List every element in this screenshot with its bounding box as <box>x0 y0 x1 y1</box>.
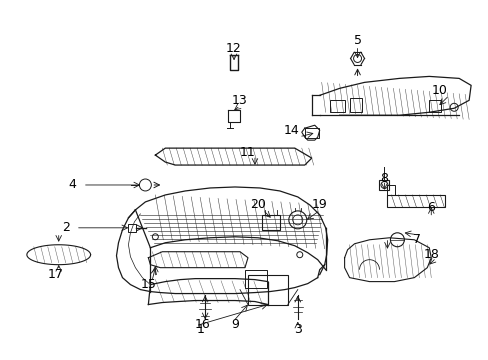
Bar <box>386 195 444 207</box>
Text: 7: 7 <box>412 233 421 246</box>
Text: 10: 10 <box>430 84 446 97</box>
Bar <box>244 270 266 288</box>
Text: 9: 9 <box>231 318 239 331</box>
Bar <box>247 275 287 305</box>
Bar <box>428 100 440 112</box>
Text: 6: 6 <box>427 201 434 215</box>
Text: 14: 14 <box>284 124 299 137</box>
Bar <box>304 128 318 138</box>
Text: 11: 11 <box>240 145 255 159</box>
Text: 19: 19 <box>311 198 327 211</box>
Text: 2: 2 <box>61 221 69 234</box>
Text: 12: 12 <box>226 42 242 55</box>
Bar <box>262 215 279 230</box>
Bar <box>386 185 395 195</box>
Text: 5: 5 <box>353 34 361 47</box>
Text: 16: 16 <box>194 318 210 331</box>
Text: 18: 18 <box>423 248 438 261</box>
Bar <box>128 224 136 232</box>
Text: 3: 3 <box>293 323 301 336</box>
Text: 4: 4 <box>69 179 77 192</box>
Text: 1: 1 <box>196 323 203 336</box>
Text: 13: 13 <box>232 94 247 107</box>
Text: 17: 17 <box>48 268 63 281</box>
Text: 15: 15 <box>140 278 156 291</box>
Text: 8: 8 <box>380 171 387 185</box>
Text: 20: 20 <box>249 198 265 211</box>
Bar <box>349 98 361 112</box>
Bar <box>329 100 344 112</box>
Bar <box>379 180 388 190</box>
